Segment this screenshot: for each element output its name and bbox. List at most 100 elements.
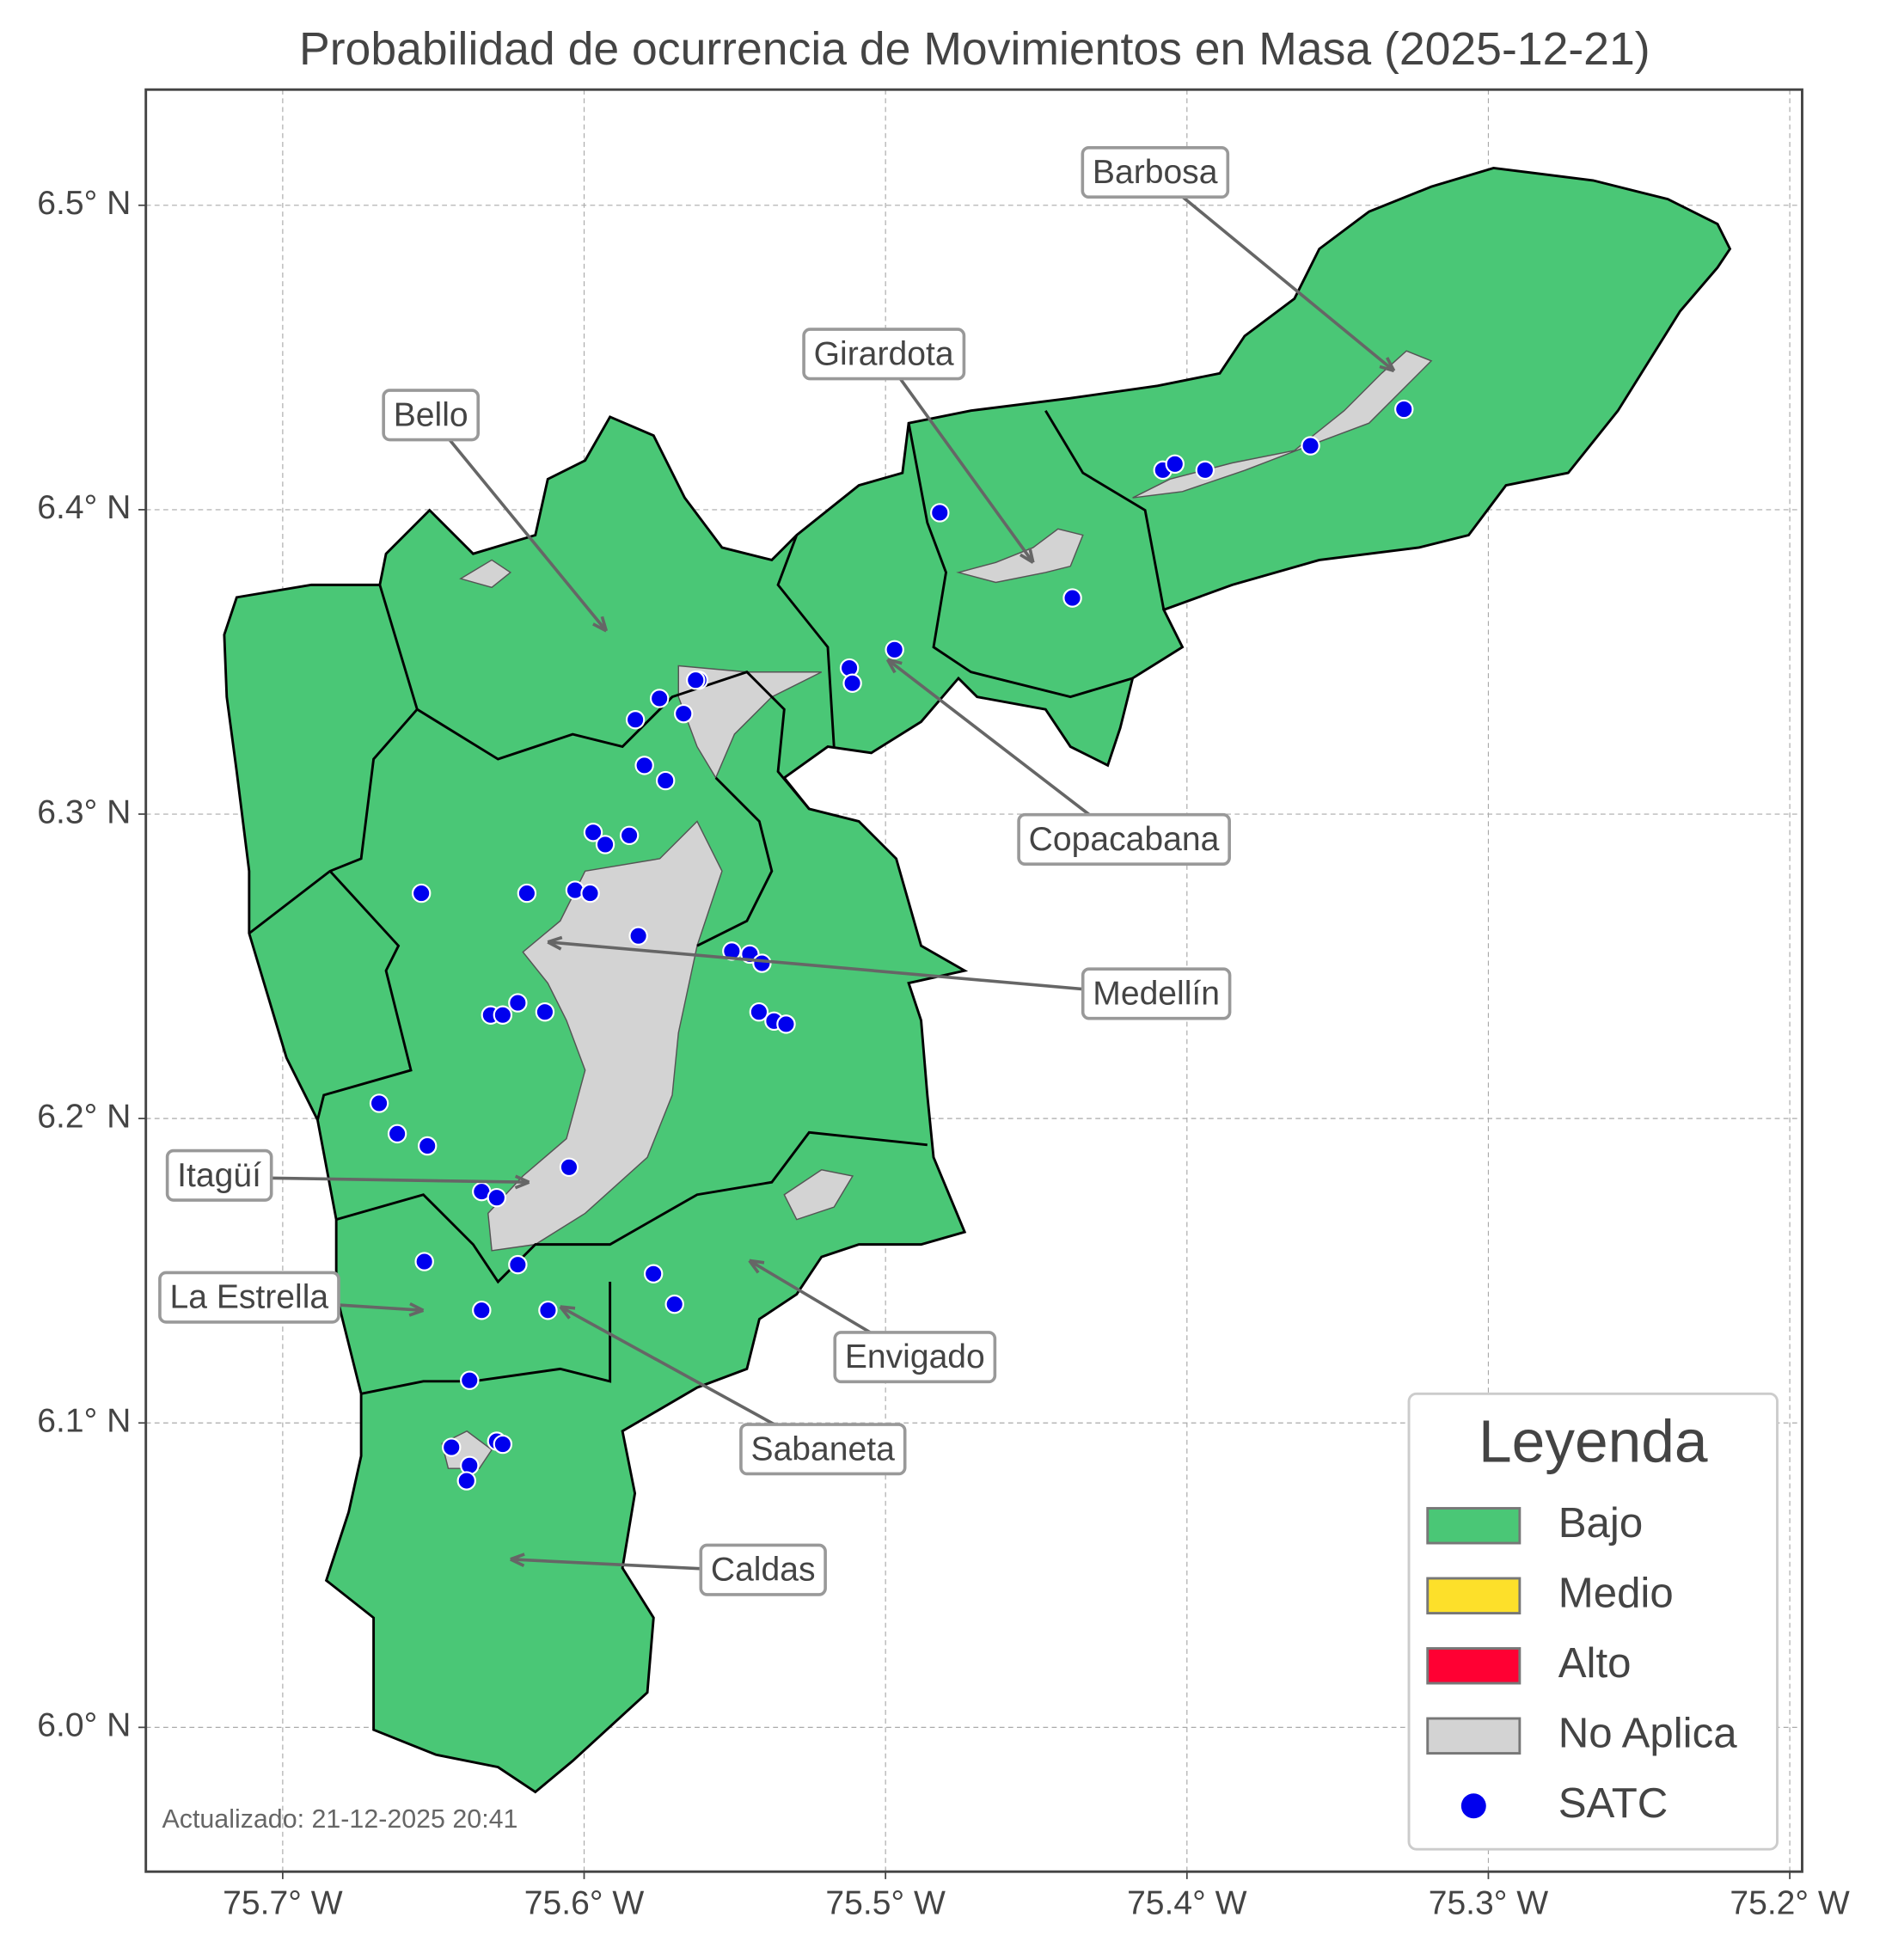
- annotation-box: [165, 1148, 273, 1202]
- annotation-label: Envigado: [845, 1338, 985, 1375]
- satc-station: [1301, 436, 1320, 456]
- y-tick-label: 6.0° N: [37, 1707, 131, 1744]
- stations: [369, 399, 1414, 1491]
- annotation-label: Bello: [394, 396, 468, 433]
- footnote: Actualizado: 21-12-2025 20:41: [162, 1804, 518, 1834]
- annotation: Caldas: [510, 1543, 827, 1596]
- annotation: Bello: [382, 389, 609, 633]
- y-tick-label: 6.1° N: [37, 1403, 131, 1440]
- satc-station: [619, 825, 640, 846]
- annotation-box: [802, 328, 966, 381]
- annotation-label: Girardota: [814, 335, 954, 372]
- annotation-box: [1081, 967, 1232, 1020]
- satc-station: [442, 1437, 462, 1457]
- satc-station: [487, 1187, 507, 1208]
- annotation: Medellín: [547, 935, 1232, 1020]
- y-tick-label: 6.3° N: [37, 793, 131, 830]
- annotation-label: La Estrella: [170, 1279, 329, 1316]
- x-tick-label: 75.6° W: [524, 1885, 645, 1922]
- satc-station: [625, 710, 646, 730]
- satc-station: [493, 1005, 513, 1025]
- annotation-arrow: [429, 415, 608, 633]
- annotation-label: Barbosa: [1093, 154, 1218, 191]
- satc-station: [580, 883, 600, 903]
- legend-patch: [1426, 1647, 1522, 1685]
- satc-station: [535, 1001, 555, 1022]
- satc-station: [930, 503, 950, 523]
- annotation-box: [158, 1271, 340, 1324]
- boundary: [416, 671, 811, 810]
- satc-station: [387, 1124, 407, 1144]
- satc-station: [369, 1093, 389, 1113]
- annotation-arrow: [1154, 173, 1395, 372]
- annotation-label: Sabaneta: [751, 1430, 896, 1467]
- annotation-label: Copacabana: [1029, 821, 1220, 858]
- satc-station: [649, 689, 670, 708]
- satc-station: [414, 1252, 434, 1271]
- legend-patch: [1426, 1717, 1522, 1755]
- satc-station: [628, 926, 648, 946]
- legend-title: Leyenda: [1479, 1407, 1708, 1474]
- boundary: [776, 534, 836, 747]
- satc-station: [1165, 454, 1185, 475]
- arrow-head: [885, 658, 903, 674]
- satc-station: [1394, 399, 1414, 420]
- satc-station: [493, 1434, 513, 1455]
- satc-station: [1195, 460, 1215, 481]
- frame: [144, 88, 1803, 1873]
- satc-station: [643, 1264, 664, 1283]
- annotation-box: [1081, 145, 1230, 199]
- satc-station: [664, 1294, 684, 1314]
- arrow-head: [592, 616, 609, 633]
- legend-label: SATC: [1558, 1779, 1669, 1827]
- annotation: Barbosa: [1081, 145, 1396, 373]
- satc-station: [559, 1157, 579, 1178]
- boundary: [335, 1130, 928, 1284]
- annotation-box: [382, 389, 481, 442]
- municipal-area: [223, 166, 1732, 1794]
- urban-area: [783, 1168, 854, 1221]
- annotation-label: Medellín: [1093, 975, 1220, 1012]
- annotations: Barbosa Girardota Bello Copacabana Medellín I…: [158, 145, 1396, 1596]
- satc-station: [776, 1014, 796, 1034]
- arrow-head: [748, 1259, 765, 1274]
- satc-station: [472, 1301, 492, 1320]
- x-tick-label: 75.2° W: [1730, 1885, 1850, 1922]
- regions: [223, 166, 1732, 1794]
- arrow-head: [559, 1305, 576, 1320]
- annotation: Envigado: [748, 1259, 997, 1384]
- annotation: Itagüí: [165, 1148, 530, 1202]
- boundary: [696, 776, 774, 947]
- boundary: [1044, 409, 1166, 610]
- y-tick-label: 6.2° N: [37, 1098, 131, 1135]
- boundary: [248, 584, 419, 934]
- arrow-head: [408, 1302, 425, 1317]
- annotation-arrow: [882, 354, 1035, 564]
- satc-station: [885, 640, 904, 660]
- map-title: Probabilidad de ocurrencia de Movimiento…: [299, 24, 1650, 75]
- satc-station: [749, 1001, 769, 1022]
- annotation: La Estrella: [158, 1271, 425, 1324]
- satc-station: [411, 883, 432, 903]
- x-tick-label: 75.4° W: [1127, 1885, 1247, 1922]
- annotation-box: [699, 1543, 827, 1596]
- legend: Leyenda Bajo Medio Alto No Aplica SATC: [1407, 1392, 1779, 1851]
- satc-station: [674, 703, 694, 724]
- y-tick-label: 6.4° N: [37, 489, 131, 526]
- satc-station: [417, 1136, 438, 1156]
- annotation-label: Itagüí: [177, 1157, 261, 1194]
- arrow-head: [514, 1174, 530, 1190]
- annotation: Girardota: [802, 328, 1035, 564]
- x-tick-label: 75.7° W: [223, 1885, 343, 1922]
- y-tick-label: 6.5° N: [37, 185, 131, 222]
- annotation: Copacabana: [885, 658, 1231, 866]
- satc-station: [508, 1254, 528, 1275]
- satc-station: [456, 1471, 476, 1491]
- legend-label: Medio: [1558, 1569, 1674, 1616]
- satc-station: [752, 953, 772, 973]
- satc-station: [722, 941, 742, 961]
- arrow-head: [1379, 357, 1396, 373]
- annotation-box: [1017, 812, 1231, 866]
- annotation: Sabaneta: [559, 1305, 907, 1476]
